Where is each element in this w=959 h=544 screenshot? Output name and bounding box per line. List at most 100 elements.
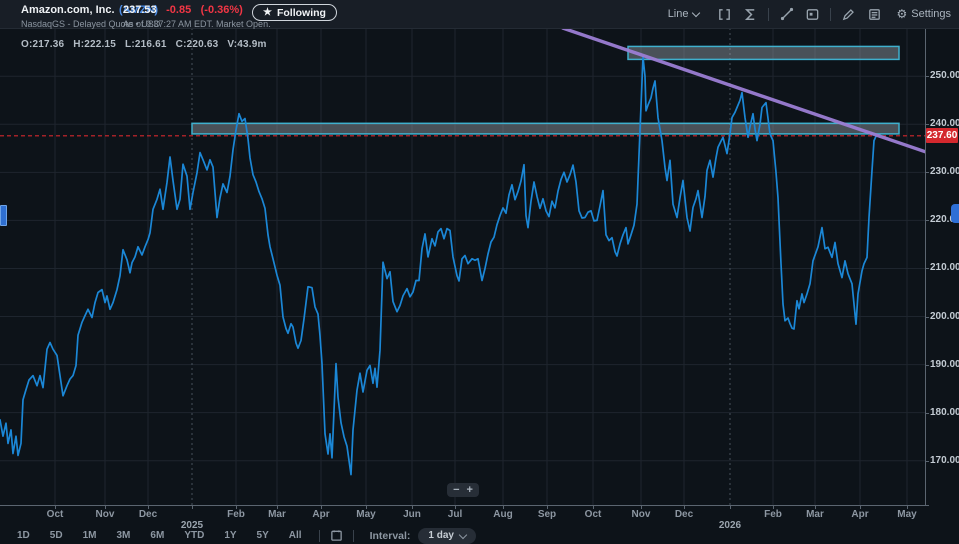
y-axis[interactable]: 170.00 180.00 190.00 200.00 210.00 220.00 230.…: [925, 28, 959, 505]
x-axis-tick: [641, 505, 642, 509]
price-chart-svg: [0, 28, 925, 505]
x-axis-tick: [860, 505, 861, 509]
x-axis-tick: [277, 505, 278, 509]
zoom-control: − +: [447, 483, 479, 497]
chevron-down-icon: [692, 8, 701, 18]
y-axis-tick: [925, 460, 929, 462]
company-name: Amazon.com, Inc.: [21, 4, 115, 16]
price-line-series: [0, 56, 877, 476]
toolbar-divider: [830, 7, 832, 21]
range-button-ytd[interactable]: YTD: [184, 530, 205, 541]
x-month-label: Dec: [138, 509, 158, 520]
range-button-1y[interactable]: 1Y: [224, 530, 237, 541]
range-button-5y[interactable]: 5Y: [256, 530, 269, 541]
y-tick-label: 250.00: [930, 70, 959, 82]
price-change: -0.85: [166, 4, 192, 16]
range-button-6m[interactable]: 6M: [150, 530, 165, 541]
x-axis-tick: [547, 505, 548, 509]
x-axis-tick: [105, 505, 106, 509]
x-axis-tick: [773, 505, 774, 509]
x-axis-tick: [55, 505, 56, 509]
y-tick-label: 240.00: [930, 118, 959, 130]
range-button-all[interactable]: All: [288, 530, 302, 541]
x-month-label: Jul: [447, 509, 463, 520]
x-axis-tick: [455, 505, 456, 509]
interval-value: 1 day: [428, 530, 454, 541]
y-tick-label: 230.00: [930, 166, 959, 178]
y-axis-tick: [925, 364, 929, 366]
y-axis-line: [925, 28, 926, 506]
range-button-1d[interactable]: 1D: [17, 530, 30, 541]
y-tick-label: 220.00: [930, 214, 959, 226]
x-axis-line: [0, 505, 929, 506]
x-month-label: May: [356, 509, 376, 520]
x-month-label: Apr: [851, 509, 869, 520]
exchange-info: NasdaqGS - Delayed Quote • USD: [21, 19, 161, 29]
ohlc-high: H:222.15: [73, 39, 117, 50]
x-month-label: Nov: [631, 509, 651, 520]
range-toolbar: 1D 5D 1M 3M 6M YTD 1Y 5Y All Interval: 1 day: [0, 527, 959, 544]
x-axis-tick: [593, 505, 594, 509]
ohlc-readout: O:217.36 H:222.15 L:216.61 C:220.63 V:43…: [21, 39, 267, 50]
trendline-icon[interactable]: [778, 6, 795, 23]
settings-button[interactable]: ⚙︎ Settings: [896, 8, 951, 20]
y-axis-tick: [925, 268, 929, 270]
y-tick-label: 180.00: [930, 406, 959, 418]
compare-icon[interactable]: [716, 6, 733, 23]
x-axis-tick: [815, 505, 816, 509]
x-month-label: Mar: [268, 509, 286, 520]
edge-blue-button[interactable]: [951, 204, 959, 223]
ohlc-low: L:216.61: [125, 39, 167, 50]
x-axis-tick: [503, 505, 504, 509]
draw-pencil-icon[interactable]: [840, 6, 857, 23]
x-axis-tick: [192, 505, 193, 509]
trendline-drawing[interactable]: [561, 28, 925, 154]
x-axis[interactable]: Oct Nov Dec 2025 Feb Mar Apr May Jun Jul Aug Sep Oct…: [0, 505, 925, 533]
x-month-label: May: [897, 509, 917, 520]
x-month-label: Oct: [584, 509, 602, 520]
chart-header: Amazon.com, Inc. (AMZN) NasdaqGS - Delay…: [0, 0, 959, 29]
toolbar-divider: [352, 529, 354, 542]
ohlc-open: O:217.36: [21, 39, 65, 50]
x-month-label: Aug: [493, 509, 513, 520]
y-axis-tick: [925, 76, 929, 78]
ohlc-close: C:220.63: [175, 39, 219, 50]
y-tick-label: 190.00: [930, 358, 959, 370]
x-month-label: Sep: [537, 509, 557, 520]
chart-type-dropdown[interactable]: Line: [667, 8, 701, 20]
x-axis-tick: [907, 505, 908, 509]
range-button-1m[interactable]: 1M: [82, 530, 97, 541]
zoom-out-button[interactable]: −: [453, 483, 460, 496]
chevron-down-icon: [458, 530, 468, 539]
y-tick-label: 200.00: [930, 310, 959, 322]
y-axis-tick: [925, 412, 929, 414]
chart-type-label: Line: [667, 8, 689, 20]
date-range-calendar-icon[interactable]: [330, 529, 343, 542]
x-month-label: Apr: [312, 509, 330, 520]
range-button-5d[interactable]: 5D: [49, 530, 63, 541]
x-month-label: Feb: [764, 509, 782, 520]
notes-panel-icon[interactable]: [866, 6, 883, 23]
events-calendar-icon[interactable]: [804, 6, 821, 23]
zoom-in-button[interactable]: +: [466, 483, 473, 496]
chart-canvas[interactable]: O:217.36 H:222.15 L:216.61 C:220.63 V:43…: [0, 28, 925, 505]
current-price: 237.53: [123, 4, 157, 16]
x-month-label: Nov: [95, 509, 115, 520]
drawing-anchor-handle[interactable]: [0, 205, 7, 226]
current-price-badge: 237.60: [926, 128, 958, 144]
range-button-3m[interactable]: 3M: [116, 530, 131, 541]
resistance-zone-drawing[interactable]: [627, 45, 900, 61]
x-year-label: 2025: [180, 520, 204, 531]
resistance-zone-drawing[interactable]: [191, 122, 900, 135]
toolbar-divider: [318, 529, 320, 542]
following-button[interactable]: ★ Following: [252, 4, 337, 21]
quote-block: 237.53 -0.85 (-0.36%) As of 9:37:27 AM E…: [123, 3, 271, 30]
chart-toolbar: Line ⚙︎ Settings: [668, 0, 951, 28]
indicators-sigma-icon[interactable]: [742, 6, 759, 23]
range-button-group: 1D 5D 1M 3M 6M YTD 1Y 5Y All: [10, 528, 309, 543]
ohlc-volume: V:43.9m: [227, 39, 267, 50]
interval-dropdown[interactable]: 1 day: [418, 527, 476, 544]
x-month-label: Mar: [806, 509, 824, 520]
x-month-label: Dec: [674, 509, 694, 520]
